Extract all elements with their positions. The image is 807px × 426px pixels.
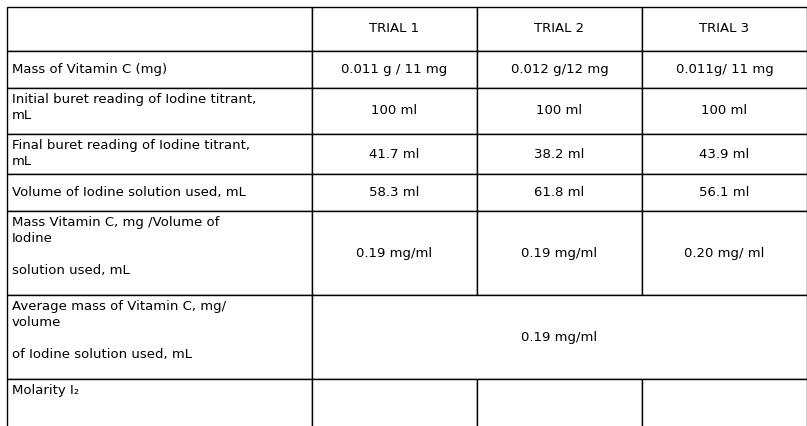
Bar [7,295,312,379]
Bar [7,88,312,134]
Text: 0.19 mg/ml: 0.19 mg/ml [521,331,597,343]
Bar [642,379,807,426]
Text: 100 ml: 100 ml [537,104,583,118]
Text: 38.2 ml: 38.2 ml [534,147,585,161]
Bar [7,174,312,211]
Bar [312,174,477,211]
Bar [642,88,807,134]
Text: 0.011 g / 11 mg: 0.011 g / 11 mg [341,63,448,76]
Bar [642,211,807,295]
Bar [477,174,642,211]
Bar [312,51,477,88]
Text: TRIAL 3: TRIAL 3 [700,23,750,35]
Bar [477,88,642,134]
Text: Volume of Iodine solution used, mL: Volume of Iodine solution used, mL [12,186,246,199]
Text: Final buret reading of Iodine titrant,
mL: Final buret reading of Iodine titrant, m… [12,139,250,168]
Text: 0.012 g/12 mg: 0.012 g/12 mg [511,63,608,76]
Bar [477,51,642,88]
Bar [312,379,477,426]
Bar [477,211,642,295]
Bar [312,7,477,51]
Bar [7,379,312,426]
Text: 0.19 mg/ml: 0.19 mg/ml [357,247,433,259]
Text: 100 ml: 100 ml [371,104,417,118]
Bar [312,134,477,174]
Text: TRIAL 2: TRIAL 2 [534,23,584,35]
Text: 61.8 ml: 61.8 ml [534,186,584,199]
Text: 43.9 ml: 43.9 ml [700,147,750,161]
Bar [7,7,312,51]
Bar [642,7,807,51]
Text: Initial buret reading of Iodine titrant,
mL: Initial buret reading of Iodine titrant,… [12,93,257,122]
Bar [642,174,807,211]
Bar [312,211,477,295]
Bar [477,134,642,174]
Bar [312,88,477,134]
Bar [7,134,312,174]
Text: 0.011g/ 11 mg: 0.011g/ 11 mg [675,63,773,76]
Text: Mass of Vitamin C (mg): Mass of Vitamin C (mg) [12,63,167,76]
Bar [312,295,807,379]
Text: 0.20 mg/ ml: 0.20 mg/ ml [684,247,765,259]
Text: 100 ml: 100 ml [701,104,747,118]
Text: Mass Vitamin C, mg /Volume of
Iodine

solution used, mL: Mass Vitamin C, mg /Volume of Iodine sol… [12,216,220,277]
Bar [642,51,807,88]
Text: 56.1 ml: 56.1 ml [700,186,750,199]
Bar [7,51,312,88]
Text: TRIAL 1: TRIAL 1 [370,23,420,35]
Text: 41.7 ml: 41.7 ml [370,147,420,161]
Bar [7,211,312,295]
Bar [642,134,807,174]
Text: Molarity I₂: Molarity I₂ [12,384,79,397]
Bar [477,379,642,426]
Text: 58.3 ml: 58.3 ml [370,186,420,199]
Bar [477,7,642,51]
Text: 0.19 mg/ml: 0.19 mg/ml [521,247,597,259]
Text: Average mass of Vitamin C, mg/
volume

of Iodine solution used, mL: Average mass of Vitamin C, mg/ volume of… [12,300,226,361]
